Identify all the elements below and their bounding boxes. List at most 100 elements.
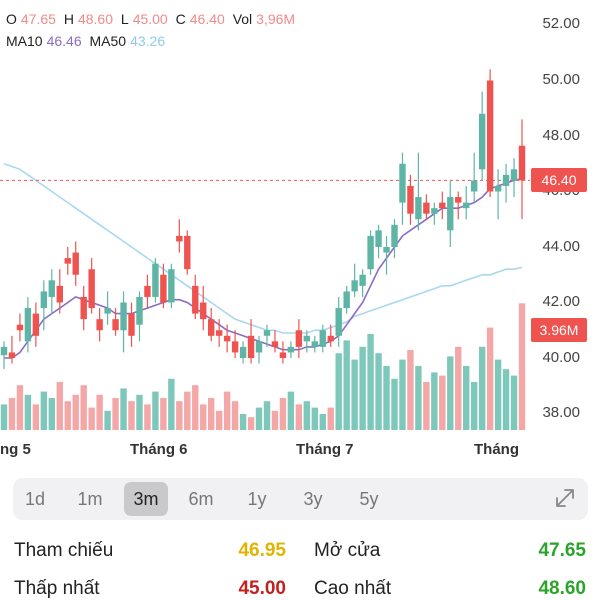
volume-bar — [287, 391, 295, 430]
candle-body — [200, 302, 207, 320]
price-chart[interactable]: O 47.65 H 48.60 L 45.00 C 46.40 Vol 3,96M MA1… — [0, 0, 600, 465]
low-value: 45.00 — [132, 11, 168, 27]
volume-bar — [160, 398, 167, 430]
tab-5y[interactable]: 5y — [359, 489, 379, 509]
volume-bar — [399, 359, 406, 430]
x-axis-label: Tháng 6 — [130, 441, 188, 458]
candle-body — [295, 330, 303, 347]
x-axis-label: ng 5 — [0, 441, 31, 458]
candle-body — [112, 319, 119, 331]
high-label: H — [63, 11, 74, 27]
candle-body — [439, 202, 446, 209]
candle-body — [223, 335, 231, 342]
candle-body — [263, 330, 271, 336]
candle-body — [247, 335, 255, 358]
volume-bar — [359, 346, 366, 430]
candle-body — [455, 197, 462, 203]
candle-body — [239, 346, 247, 358]
candlestick-chart-svg[interactable] — [0, 0, 600, 465]
close-value: 46.40 — [189, 11, 225, 27]
tab-3m[interactable]: 3m — [124, 482, 168, 516]
volume-bar — [263, 401, 271, 430]
low-price-label: Thấp nhất — [14, 578, 100, 599]
tab-6m[interactable]: 6m — [188, 489, 214, 509]
volume-bar — [423, 382, 430, 430]
tab-1y[interactable]: 1y — [247, 489, 267, 509]
volume-bar — [327, 407, 334, 430]
x-axis-label: Tháng — [474, 441, 519, 458]
candle-body — [136, 296, 143, 325]
ma10-label: MA10 — [6, 33, 43, 49]
volume-bar — [335, 353, 342, 430]
volume-bar — [470, 382, 478, 430]
candle-body — [128, 313, 135, 336]
candle-body — [192, 285, 199, 314]
candle-body — [184, 235, 191, 270]
tab-1d[interactable]: 1d — [24, 489, 46, 509]
volume-bar — [184, 391, 191, 430]
volume-bar — [343, 340, 350, 430]
current-price-tag: 46.40 — [531, 168, 587, 192]
volume-bar — [8, 398, 16, 430]
volume-bar — [463, 366, 470, 430]
volume-bar — [255, 407, 263, 430]
tab-1m[interactable]: 1m — [77, 489, 103, 509]
volume-bar — [88, 407, 95, 430]
volume-label: Vol — [232, 11, 253, 27]
open-value: 47.65 — [20, 11, 56, 27]
open-price-value: 47.65 — [538, 540, 586, 561]
volume-bar — [144, 404, 151, 430]
candle-body — [120, 302, 127, 331]
volume-bar — [64, 401, 71, 430]
volume-bar — [200, 404, 207, 430]
candle-body — [8, 352, 16, 358]
volume-bar — [447, 356, 454, 430]
volume-bar — [40, 391, 48, 430]
candle-body — [463, 202, 470, 209]
candle-body — [279, 352, 287, 358]
ohlc-legend: O 47.65 H 48.60 L 45.00 C 46.40 Vol 3,96M — [6, 11, 299, 27]
volume-bar — [494, 359, 502, 430]
volume-bar — [56, 382, 63, 430]
volume-bar — [208, 398, 215, 430]
ma10-value: 46.46 — [46, 33, 82, 49]
candle-body — [327, 335, 334, 342]
volume-bar — [407, 350, 414, 430]
timeframe-tabs: 1d 1m 3m 6m 1y 3y 5y — [13, 478, 588, 520]
high-price-label: Cao nhất — [314, 578, 392, 599]
tab-3y[interactable]: 3y — [303, 489, 323, 509]
volume-bar — [319, 414, 326, 430]
volume-bar — [152, 391, 159, 430]
volume-value: 3,96M — [256, 11, 296, 27]
volume-bar — [247, 417, 255, 430]
open-label: O — [6, 11, 17, 27]
volume-bar — [231, 401, 239, 430]
high-price-value: 48.60 — [538, 578, 586, 599]
candle-body — [375, 230, 382, 247]
volume-bar — [223, 391, 231, 430]
price-axis-label: 42.00 — [542, 293, 580, 310]
candle-body — [144, 285, 151, 297]
volume-bar — [176, 401, 183, 430]
candle-body — [502, 174, 510, 186]
close-label: C — [175, 11, 186, 27]
candle-body — [287, 346, 295, 353]
candle-body — [423, 202, 430, 214]
x-axis-label: Tháng 7 — [296, 441, 354, 458]
volume-bar — [279, 398, 287, 430]
expand-diagonal-icon[interactable] — [554, 487, 576, 509]
candle-body — [303, 335, 311, 342]
volume-bar — [455, 346, 462, 430]
candle-body — [494, 185, 502, 192]
price-axis-label: 44.00 — [542, 238, 580, 255]
volume-bar — [168, 378, 175, 430]
candle-body — [168, 269, 175, 303]
price-axis-label: 52.00 — [542, 15, 580, 32]
volume-bar — [518, 303, 526, 430]
ma50-label: MA50 — [89, 33, 127, 49]
candle-body — [311, 341, 318, 347]
candle-body — [470, 180, 478, 192]
ma50-value: 43.26 — [130, 33, 166, 49]
candle-body — [486, 80, 494, 192]
candle-body — [208, 319, 215, 336]
